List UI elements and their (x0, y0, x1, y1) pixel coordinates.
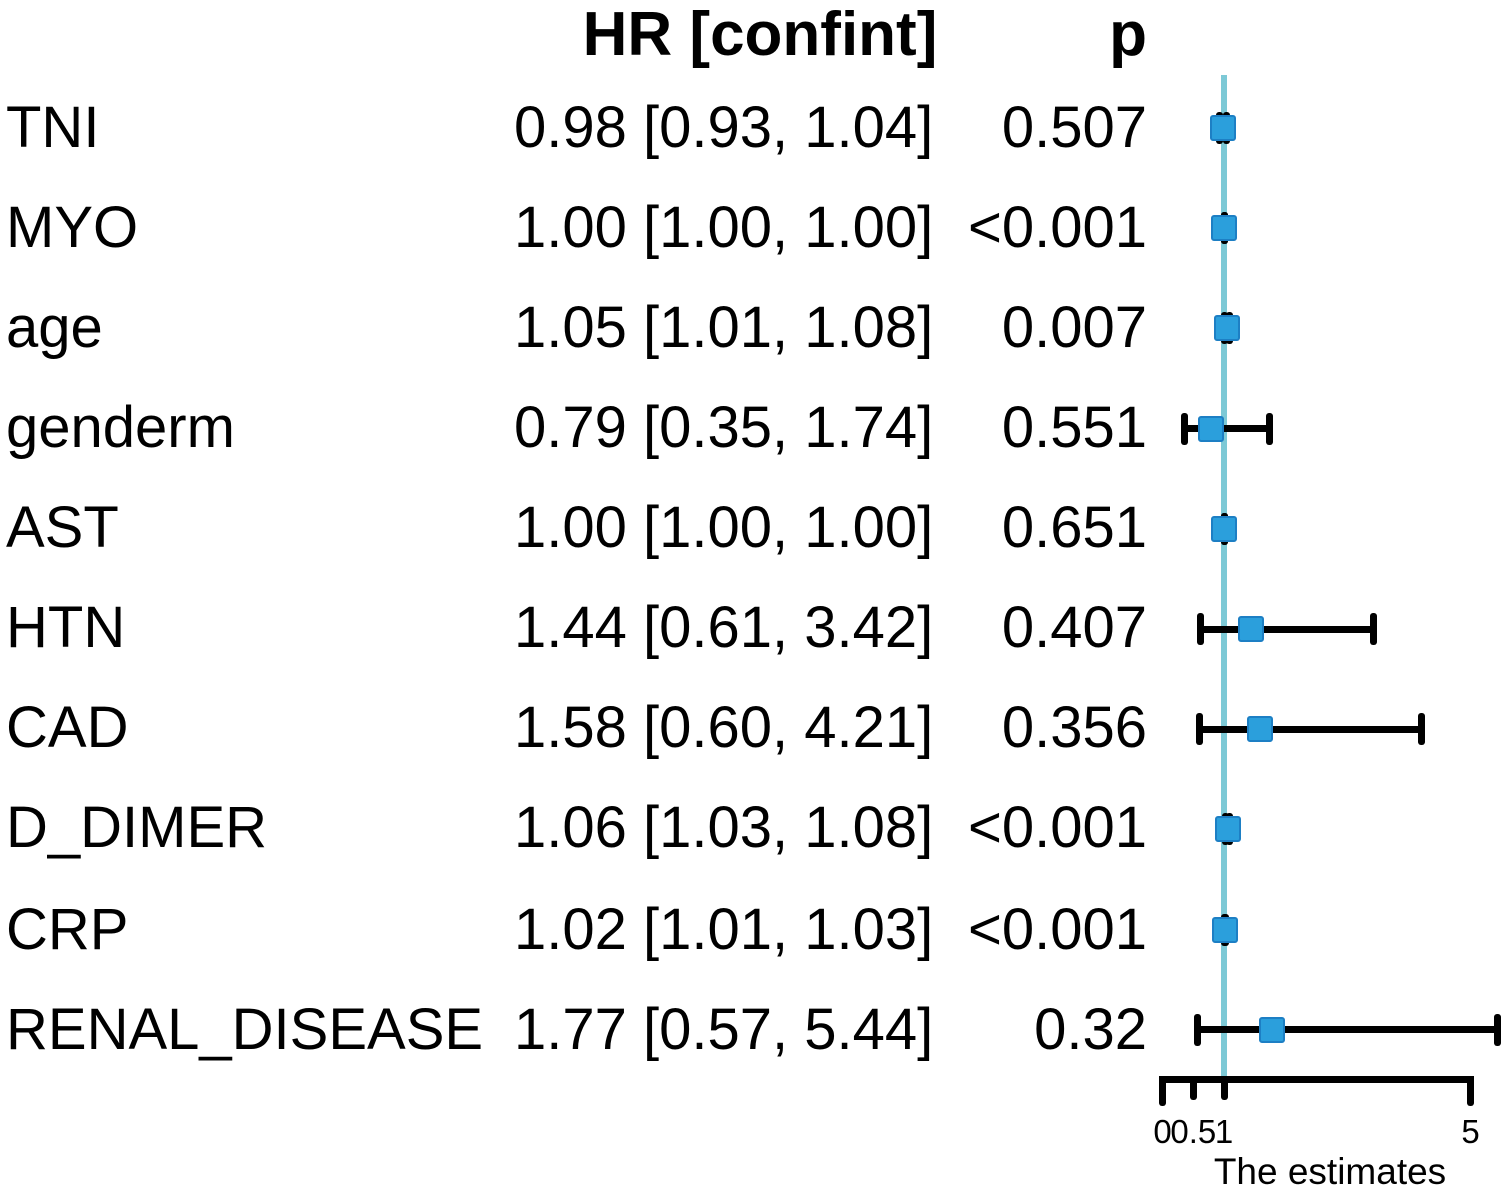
estimate-marker (1209, 115, 1236, 141)
ci-end-cap (1180, 412, 1188, 445)
row-p-value: 0.356 (1001, 695, 1147, 760)
table-row: genderm 0.79 [0.35, 1.74] 0.551 (0, 378, 1507, 478)
table-row: CRP 1.02 [1.01, 1.03] <0.001 (0, 880, 1507, 980)
ci-end-cap (1369, 613, 1377, 645)
estimate-marker (1212, 916, 1239, 943)
reference-line (1221, 75, 1228, 1083)
x-axis-line (1159, 1076, 1474, 1083)
row-p-value: <0.001 (967, 195, 1147, 260)
x-axis-tick-label: 5 (1461, 1113, 1480, 1150)
ci-end-cap (1194, 1013, 1202, 1046)
row-hr-value: 0.79 [0.35, 1.74] (514, 395, 934, 460)
row-label: genderm (6, 395, 235, 460)
table-row: CAD 1.58 [0.60, 4.21] 0.356 (0, 678, 1507, 778)
table-row: D_DIMER 1.06 [1.03, 1.08] <0.001 (0, 778, 1507, 878)
estimate-marker (1198, 415, 1225, 442)
row-hr-value: 1.77 [0.57, 5.44] (514, 997, 934, 1062)
estimate-marker (1211, 215, 1238, 242)
row-p-value: <0.001 (967, 795, 1147, 860)
row-hr-value: 1.06 [1.03, 1.08] (514, 795, 934, 860)
x-axis-title: The estimates (1213, 1151, 1447, 1192)
row-label: D_DIMER (6, 795, 268, 860)
row-label: RENAL_DISEASE (6, 997, 484, 1062)
row-hr-value: 1.44 [0.61, 3.42] (514, 595, 934, 660)
ci-end-cap (1266, 412, 1274, 445)
hr-column-header: HR [confint] (582, 0, 938, 69)
confidence-interval-bar (1200, 625, 1374, 633)
confidence-interval-bar (1197, 1026, 1498, 1034)
estimate-marker (1258, 1016, 1285, 1043)
estimate-marker (1214, 816, 1241, 843)
estimate-marker (1246, 716, 1273, 743)
row-label: MYO (6, 195, 139, 260)
row-p-value: <0.001 (967, 897, 1147, 962)
row-p-value: 0.32 (1034, 997, 1147, 1062)
row-label: CRP (6, 897, 129, 962)
estimate-marker (1211, 515, 1238, 542)
p-column-header: p (1109, 0, 1147, 69)
x-axis-tick (1189, 1076, 1197, 1100)
x-axis-tick-label: 0.5 (1170, 1113, 1217, 1150)
row-label: TNI (6, 95, 100, 160)
confidence-interval-bar (1184, 425, 1270, 433)
estimate-marker (1238, 616, 1265, 642)
row-hr-value: 1.05 [1.01, 1.08] (514, 295, 934, 360)
row-hr-value: 1.00 [1.00, 1.00] (514, 495, 934, 560)
row-hr-value: 1.58 [0.60, 4.21] (514, 695, 934, 760)
row-hr-value: 1.00 [1.00, 1.00] (514, 195, 934, 260)
ci-end-cap (1196, 613, 1204, 645)
x-axis-tick (1159, 1076, 1166, 1106)
table-row: MYO 1.00 [1.00, 1.00] <0.001 (0, 178, 1507, 278)
row-hr-value: 0.98 [0.93, 1.04] (514, 95, 934, 160)
row-p-value: 0.407 (1001, 595, 1147, 660)
row-label: CAD (6, 695, 129, 760)
row-p-value: 0.551 (1001, 395, 1147, 460)
ci-end-cap (1494, 1013, 1502, 1046)
table-row: age 1.05 [1.01, 1.08] 0.007 (0, 278, 1507, 378)
x-axis-tick-label: 1 (1214, 1113, 1234, 1150)
row-label: age (6, 295, 103, 360)
row-p-value: 0.507 (1001, 95, 1147, 160)
confidence-interval-bar (1199, 725, 1422, 733)
table-row: AST 1.00 [1.00, 1.00] 0.651 (0, 478, 1507, 578)
ci-end-cap (1418, 713, 1426, 746)
row-hr-value: 1.02 [1.01, 1.03] (514, 897, 934, 962)
row-label: HTN (6, 595, 126, 660)
table-row: TNI 0.98 [0.93, 1.04] 0.507 (0, 78, 1507, 178)
x-axis-tick (1220, 1076, 1228, 1100)
table-row: RENAL_DISEASE 1.77 [0.57, 5.44] 0.32 (0, 980, 1507, 1080)
column-header-row: HR [confint] p (0, 0, 1507, 85)
table-row: HTN 1.44 [0.61, 3.42] 0.407 (0, 578, 1507, 678)
ci-end-cap (1195, 713, 1203, 746)
x-axis-tick-label: 0 (1153, 1113, 1172, 1150)
row-p-value: 0.651 (1001, 495, 1147, 560)
x-axis-tick (1467, 1076, 1474, 1106)
row-label: AST (6, 495, 119, 560)
row-p-value: 0.007 (1001, 295, 1147, 360)
estimate-marker (1214, 315, 1241, 342)
